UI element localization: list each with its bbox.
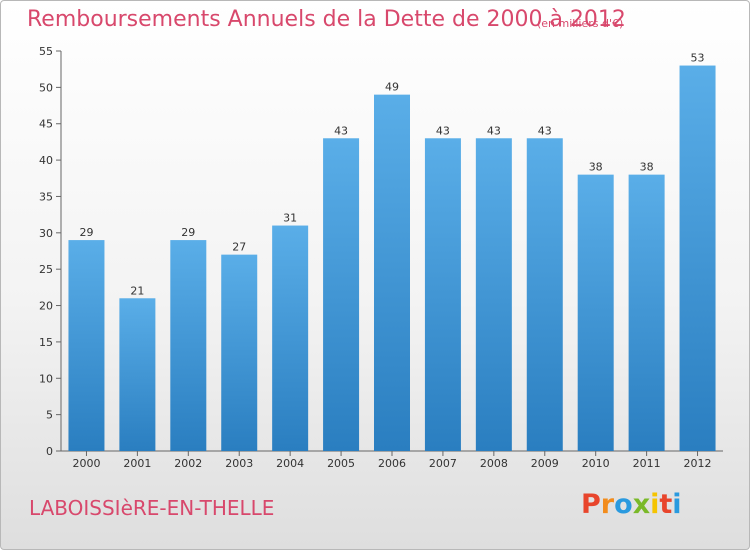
data-label-2003: 27 <box>232 241 246 254</box>
bar-2005 <box>323 138 360 452</box>
x-tick-label-2002: 2002 <box>174 457 202 470</box>
x-tick-label-2005: 2005 <box>327 457 355 470</box>
x-tick-label-2009: 2009 <box>531 457 559 470</box>
data-label-2011: 38 <box>640 161 654 174</box>
x-tick-label-2004: 2004 <box>276 457 304 470</box>
data-label-2012: 53 <box>691 52 705 65</box>
x-tick-label-2011: 2011 <box>633 457 661 470</box>
x-tick-label-2010: 2010 <box>582 457 610 470</box>
data-label-2006: 49 <box>385 81 399 94</box>
bar-2011 <box>628 174 665 452</box>
data-label-2000: 29 <box>79 226 93 239</box>
y-tick-label: 50 <box>39 81 53 94</box>
data-labels: 29 21 29 27 31 43 49 43 43 43 38 38 53 <box>79 52 704 298</box>
y-tick-label: 30 <box>39 227 53 240</box>
logo-letter: x <box>632 489 651 520</box>
bar-2012 <box>679 65 716 451</box>
data-label-2009: 43 <box>538 124 552 137</box>
bar-2008 <box>475 138 512 452</box>
x-tick-label-2003: 2003 <box>225 457 253 470</box>
y-tick-label: 20 <box>39 300 53 313</box>
x-tick-label-2007: 2007 <box>429 457 457 470</box>
bar-2000 <box>68 240 105 451</box>
data-label-2008: 43 <box>487 124 501 137</box>
logo-letter: P <box>581 489 601 520</box>
logo-letter: r <box>600 489 615 520</box>
logo-letter: i <box>650 489 660 520</box>
logo-letter: o <box>614 489 633 520</box>
bar-2004 <box>272 225 309 451</box>
y-tick-label: 45 <box>39 118 53 131</box>
x-tick-label-2012: 2012 <box>684 457 712 470</box>
y-tick-label: 10 <box>39 372 53 385</box>
bar-2007 <box>424 138 461 452</box>
bar-2002 <box>170 240 207 451</box>
bar-2009 <box>526 138 563 452</box>
chart-subtitle: (en milliers d'€) <box>537 17 624 30</box>
x-tick-label-2006: 2006 <box>378 457 406 470</box>
y-tick-label: 55 <box>39 45 53 58</box>
logo-letter: i <box>672 489 682 520</box>
data-label-2002: 29 <box>181 226 195 239</box>
axes: 0 5 10 15 20 25 30 35 40 45 50 55 2000 2001 2002 2003 20… <box>39 45 723 470</box>
y-tick-label: 25 <box>39 263 53 276</box>
data-label-2007: 43 <box>436 124 450 137</box>
y-tick-label: 35 <box>39 190 53 203</box>
bar-2001 <box>119 298 156 451</box>
commune-name: LABOISSIèRE-EN-THELLE <box>29 496 275 520</box>
data-label-2001: 21 <box>130 284 144 297</box>
data-label-2004: 31 <box>283 212 297 225</box>
bars <box>68 65 716 452</box>
y-tick-label: 5 <box>46 409 53 422</box>
bar-2006 <box>374 94 410 452</box>
y-tick-label: 0 <box>46 445 53 458</box>
x-tick-label-2000: 2000 <box>72 457 100 470</box>
bar-2003 <box>221 254 258 451</box>
logo-letter: t <box>659 489 673 520</box>
x-tick-label-2001: 2001 <box>123 457 151 470</box>
x-tick-label-2008: 2008 <box>480 457 508 470</box>
proxiti-logo: Proxiti <box>581 489 682 520</box>
y-tick-label: 15 <box>39 336 53 349</box>
data-label-2010: 38 <box>589 161 603 174</box>
data-label-2005: 43 <box>334 124 348 137</box>
y-tick-label: 40 <box>39 154 53 167</box>
bar-2010 <box>577 174 614 452</box>
chart-title: Remboursements Annuels de la Dette de 20… <box>27 7 626 32</box>
